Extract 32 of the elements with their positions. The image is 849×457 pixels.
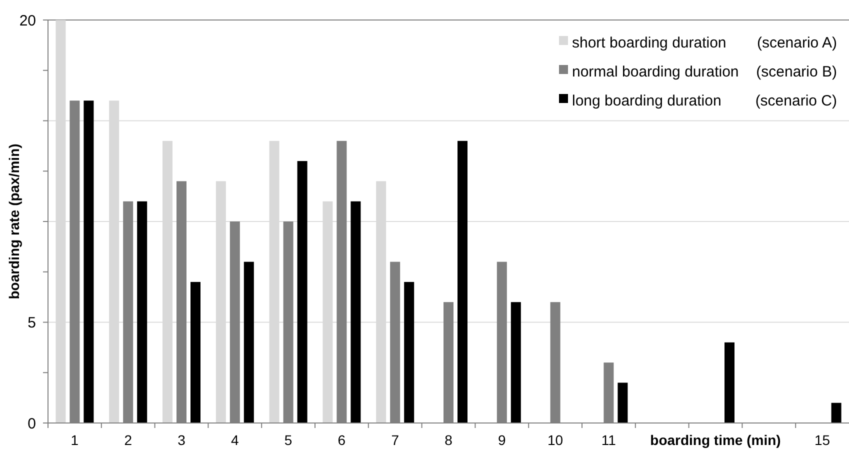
x-tick-label: 1: [70, 432, 79, 448]
bar: [190, 282, 200, 423]
x-tick-label: 9: [498, 432, 506, 448]
y-axis-title: boarding rate (pax/min): [6, 144, 22, 300]
bar: [404, 282, 414, 423]
text: short boarding duration (scenario A): [572, 34, 837, 52]
x-tick-label: 4: [231, 432, 239, 448]
x-axis-title: boarding time (min): [650, 432, 781, 448]
bar: [350, 201, 361, 423]
bar: [618, 382, 628, 423]
x-tick-label: 7: [391, 432, 400, 448]
bar: [84, 100, 94, 423]
x-tick-label: 2: [124, 432, 132, 448]
text: long boarding duration (scenario C): [572, 92, 837, 110]
legend-label: normal boarding duration (scenario B): [572, 63, 838, 80]
bar: [297, 161, 308, 423]
x-tick-label: 10: [548, 432, 564, 448]
y-tick-label: 5: [28, 314, 36, 332]
bar: [244, 262, 254, 423]
x-tick-label: 5: [284, 432, 292, 448]
x-tick-label: 3: [178, 432, 186, 448]
x-tick-label: 15: [814, 432, 830, 448]
bar: [831, 402, 842, 423]
y-tick-label: 0: [28, 415, 36, 432]
bar: [458, 140, 468, 423]
bar: [137, 201, 148, 423]
x-tick-label: 8: [444, 432, 453, 448]
x-tick-label: 6: [338, 432, 346, 448]
bar: [510, 302, 521, 423]
x-tick-label: 11: [601, 432, 616, 448]
y-tick-label: 20: [19, 12, 36, 30]
bar: [724, 342, 734, 423]
